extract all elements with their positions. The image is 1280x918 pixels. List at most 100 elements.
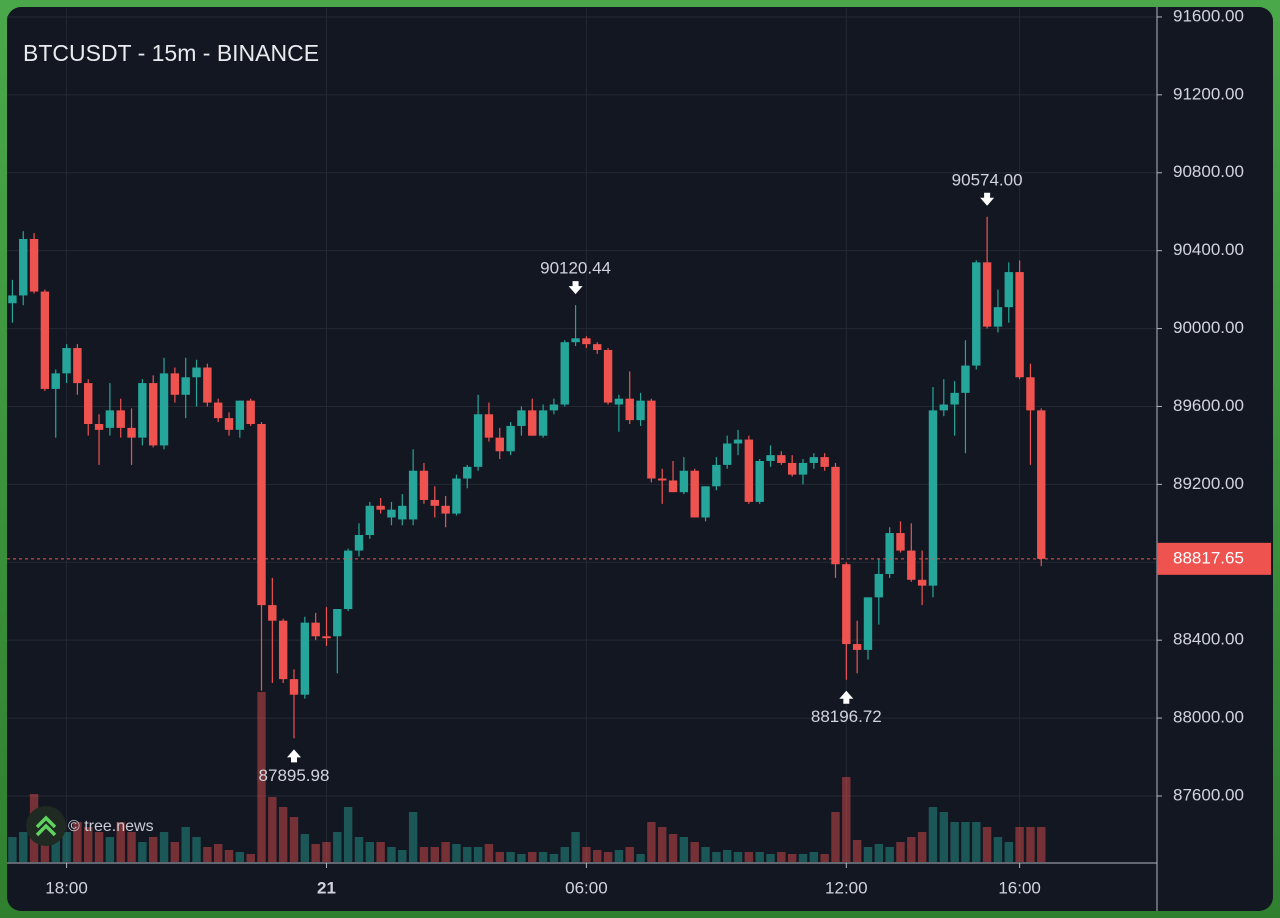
volume-bar bbox=[149, 837, 158, 862]
volume-bar bbox=[885, 847, 894, 862]
candle-body bbox=[701, 486, 710, 518]
candle-body bbox=[863, 597, 873, 650]
candle-body bbox=[993, 307, 1003, 327]
candle-body bbox=[62, 348, 71, 374]
candle-body bbox=[343, 550, 353, 610]
candle-body bbox=[441, 505, 450, 514]
candle-body bbox=[246, 400, 255, 424]
volume-bar bbox=[701, 847, 710, 862]
candle-body bbox=[582, 338, 591, 345]
candle-body bbox=[116, 410, 125, 428]
volume-bar bbox=[62, 832, 71, 862]
x-tick-label: 12:00 bbox=[825, 878, 868, 897]
volume-bar bbox=[159, 832, 169, 862]
candle-body bbox=[950, 392, 959, 405]
volume-bar bbox=[51, 827, 60, 862]
volume-bar bbox=[679, 837, 689, 862]
chart-title: BTCUSDT - 15m - BINANCE bbox=[23, 40, 319, 66]
volume-bar bbox=[528, 852, 537, 862]
candle-layer bbox=[8, 216, 1046, 739]
candle-body bbox=[549, 404, 559, 411]
candle-body bbox=[213, 402, 223, 419]
candle-body bbox=[387, 509, 396, 518]
volume-bar bbox=[246, 854, 255, 862]
volume-bar bbox=[636, 854, 645, 862]
volume-bar bbox=[549, 854, 559, 862]
candle-body bbox=[40, 291, 50, 389]
volume-bar bbox=[1037, 827, 1046, 862]
candle-body bbox=[408, 470, 418, 520]
volume-bar bbox=[278, 807, 288, 862]
candle-body bbox=[658, 478, 667, 481]
volume-bar bbox=[863, 847, 873, 862]
candle-body bbox=[614, 398, 624, 405]
y-tick-label: 90400.00 bbox=[1173, 240, 1244, 259]
volume-bar bbox=[593, 850, 602, 862]
candle-body bbox=[235, 400, 245, 430]
volume-bar bbox=[463, 847, 472, 862]
volume-bar bbox=[766, 854, 775, 862]
volume-bar bbox=[1026, 827, 1035, 862]
candle-body bbox=[907, 550, 916, 580]
candle-body bbox=[722, 443, 732, 465]
volume-bar bbox=[452, 844, 461, 862]
candle-body bbox=[777, 455, 786, 463]
volume-bar bbox=[300, 834, 310, 862]
y-tick-label: 90800.00 bbox=[1173, 162, 1244, 181]
candle-body bbox=[733, 439, 743, 444]
candle-body bbox=[181, 377, 190, 395]
annotation-arrow bbox=[286, 749, 301, 763]
x-tick-label: 18:00 bbox=[45, 878, 88, 897]
volume-bar bbox=[235, 852, 245, 862]
logo-mark bbox=[35, 815, 57, 837]
candle-body bbox=[766, 455, 775, 461]
volume-bar bbox=[917, 832, 927, 862]
volume-bar bbox=[203, 847, 212, 862]
volume-bar bbox=[441, 842, 450, 862]
candle-body bbox=[94, 423, 104, 430]
volume-bar bbox=[972, 822, 981, 862]
volume-bar bbox=[365, 842, 375, 862]
candle-body bbox=[268, 605, 277, 621]
candle-body bbox=[365, 505, 375, 536]
volume-bar bbox=[560, 847, 569, 862]
candle-body bbox=[430, 499, 439, 506]
candle-body bbox=[159, 373, 169, 446]
volume-bar bbox=[387, 847, 396, 862]
volume-bar bbox=[116, 822, 125, 862]
candle-body bbox=[300, 622, 310, 695]
candle-body bbox=[473, 414, 483, 467]
candle-body bbox=[744, 439, 754, 502]
candle-body bbox=[278, 620, 288, 680]
candle-body bbox=[138, 383, 147, 438]
volume-bar bbox=[658, 827, 667, 862]
volume-bar bbox=[928, 807, 938, 862]
volume-bar bbox=[777, 852, 786, 862]
volume-bar bbox=[343, 807, 353, 862]
candle-body bbox=[1037, 410, 1046, 559]
logo bbox=[26, 806, 66, 846]
volume-bar bbox=[647, 822, 656, 862]
candle-body bbox=[690, 470, 699, 518]
candle-body bbox=[517, 410, 526, 426]
candle-body bbox=[787, 462, 797, 475]
volume-bar bbox=[907, 837, 916, 862]
candle-body bbox=[289, 679, 299, 695]
annotation-arrow bbox=[568, 281, 583, 295]
volume-bar bbox=[939, 812, 948, 862]
candle-body bbox=[755, 460, 764, 502]
volume-bar bbox=[874, 844, 884, 862]
candle-body bbox=[452, 478, 461, 514]
candle-body bbox=[149, 383, 158, 446]
candle-body bbox=[842, 564, 851, 645]
volume-bar bbox=[408, 812, 418, 862]
volume-bar bbox=[170, 842, 180, 862]
volume-bar bbox=[84, 827, 93, 862]
candle-body bbox=[820, 457, 829, 467]
candle-body bbox=[831, 466, 840, 565]
y-tick-label: 88400.00 bbox=[1173, 630, 1244, 649]
volume-bar bbox=[473, 847, 483, 862]
candle-body bbox=[463, 466, 472, 479]
volume-bar bbox=[831, 812, 840, 862]
